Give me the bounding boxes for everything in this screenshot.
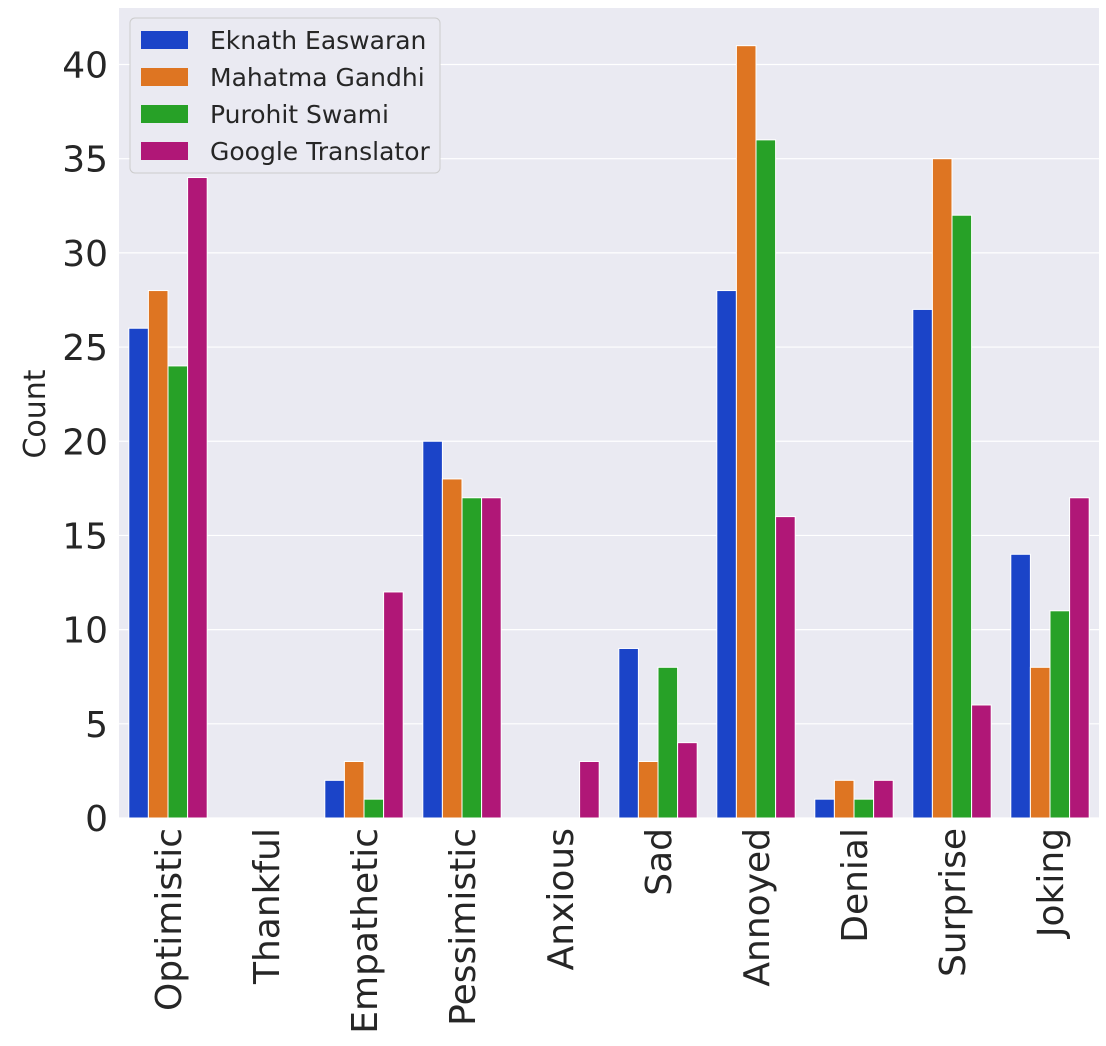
y-tick-label: 10 [62, 611, 108, 652]
bar [187, 177, 208, 819]
legend-swatch [141, 105, 188, 123]
bar [853, 798, 875, 819]
legend-swatch [141, 31, 188, 49]
bar [912, 308, 933, 819]
bar [363, 798, 385, 819]
bar [951, 214, 973, 819]
bar [755, 139, 777, 819]
bar [147, 290, 169, 819]
bar [1010, 553, 1031, 819]
bar [481, 497, 502, 819]
bar [343, 760, 365, 819]
bar [128, 327, 149, 819]
legend-swatch [141, 142, 188, 160]
bars [128, 45, 1090, 819]
bar [716, 290, 737, 819]
x-tick-label: Denial [835, 828, 876, 943]
bar [1069, 497, 1090, 819]
y-tick-label: 0 [85, 799, 108, 840]
legend-swatch [141, 68, 188, 86]
y-tick-label: 40 [62, 46, 108, 87]
bar [618, 647, 639, 819]
y-tick-label: 5 [85, 705, 108, 746]
bar [971, 704, 992, 819]
x-tick-label: Sad [639, 828, 680, 896]
bar [167, 365, 189, 819]
bar [383, 591, 404, 819]
legend-frame [129, 17, 441, 174]
bar [677, 742, 698, 819]
x-tick-label: Empathetic [345, 828, 386, 1034]
bar [422, 440, 443, 819]
x-tick-label: Thankful [247, 828, 288, 985]
y-axis-ticks: 0 5 10 15 20 25 30 35 40 [62, 46, 108, 840]
x-tick-label: Optimistic [149, 828, 190, 1011]
bar [931, 158, 953, 819]
bar [775, 516, 796, 819]
y-tick-label: 15 [62, 516, 108, 557]
bar [1029, 666, 1051, 819]
legend-label: Purohit Swami [210, 100, 389, 129]
legend: Eknath Easwaran Mahatma Gandhi Purohit Swa… [129, 17, 441, 174]
y-tick-label: 35 [62, 140, 108, 181]
x-tick-label: Pessimistic [443, 828, 484, 1026]
y-tick-label: 25 [62, 328, 108, 369]
bar [814, 798, 835, 819]
bar [441, 478, 463, 819]
bar [1049, 610, 1071, 819]
x-tick-label: Anxious [541, 828, 582, 970]
x-tick-label: Joking [1031, 828, 1072, 939]
legend-label: Eknath Easwaran [210, 26, 426, 55]
bar [461, 497, 483, 819]
bar [873, 779, 894, 819]
x-axis-ticks: Optimistic Thankful Empathetic Pessimistic A… [149, 828, 1072, 1034]
bar [657, 666, 679, 819]
bar [833, 779, 855, 819]
y-tick-label: 30 [62, 234, 108, 275]
y-axis-label: Count [18, 369, 53, 458]
bar [579, 760, 600, 819]
y-tick-label: 20 [62, 422, 108, 463]
legend-label: Mahatma Gandhi [210, 63, 425, 92]
bar [735, 45, 757, 819]
x-tick-label: Annoyed [737, 828, 778, 987]
bar [324, 779, 345, 819]
legend-label: Google Translator [210, 137, 431, 166]
x-tick-label: Surprise [933, 828, 974, 977]
bar [637, 760, 659, 819]
